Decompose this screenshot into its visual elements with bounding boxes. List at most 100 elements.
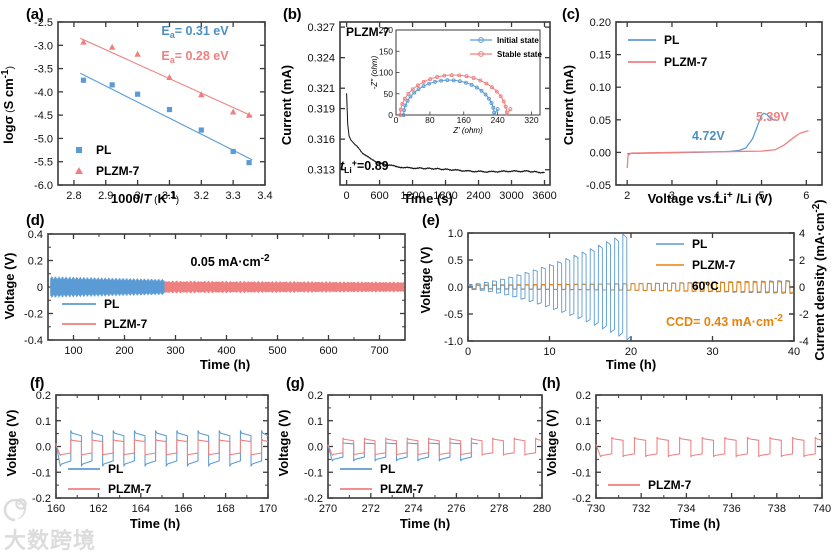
svg-text:1800: 1800 [433, 190, 457, 202]
svg-text:PL: PL [96, 143, 111, 157]
panel-d: (d) 100 200 300 400 500 600 700 -0.4 -0.2 0 0.2 0.4… [0, 208, 416, 373]
svg-text:280: 280 [533, 503, 551, 515]
svg-text:0.15: 0.15 [590, 50, 611, 62]
svg-text:278: 278 [490, 503, 508, 515]
svg-text:6: 6 [803, 190, 809, 202]
svg-text:PL: PL [692, 237, 707, 251]
svg-text:730: 730 [587, 503, 605, 515]
svg-text:4: 4 [799, 228, 805, 240]
svg-text:0.5: 0.5 [448, 255, 463, 267]
svg-text:738: 738 [768, 503, 786, 515]
panel-f-ylabel: Voltage (V) [4, 410, 19, 477]
svg-text:10: 10 [543, 346, 555, 358]
svg-text:PL: PL [664, 33, 679, 47]
svg-text:168: 168 [216, 503, 234, 515]
svg-text:0: 0 [388, 110, 393, 120]
svg-text:-3.5: -3.5 [34, 64, 53, 76]
svg-text:-2.5: -2.5 [34, 17, 53, 29]
svg-text:274: 274 [404, 503, 422, 515]
watermark: 大数跨境 [3, 497, 96, 555]
svg-text:-0.2: -0.2 [24, 309, 43, 321]
svg-text:2.8: 2.8 [66, 190, 81, 202]
svg-text:150: 150 [379, 46, 393, 56]
svg-text:0.324: 0.324 [307, 53, 335, 65]
panel-e: (e) 0 10 20 30 40 -1.0 -0.5 0.0 0.5 1.0 -4 -2 0 2 4 PL… [416, 199, 834, 373]
panel-a-ylabel: logσ (S cm-1) [0, 66, 16, 144]
svg-text:2.9: 2.9 [98, 190, 113, 202]
panel-c-label: (c) [562, 6, 580, 23]
panel-c: (c) 2 3 4 5 6 -0.05 0.00 0.05 0.10 0.15 0.20 PL PLZ… [560, 0, 834, 208]
svg-text:-4.5: -4.5 [34, 110, 53, 122]
panel-c-chart: 2 3 4 5 6-0.050.000.050.100.150.20 PLPLZM-7 … [561, 17, 823, 206]
panel-b-annotation: tLi+=0.89 [340, 158, 389, 175]
svg-text:0.2: 0.2 [308, 390, 323, 402]
svg-text:0.1: 0.1 [576, 416, 591, 428]
panel-b: (b) 0 600 1200 1800 2400 3000 3600 0.313 0.316 0.… [278, 0, 560, 208]
svg-text:320: 320 [524, 115, 538, 125]
panel-a-label: (a) [26, 6, 44, 23]
svg-text:0.0: 0.0 [448, 282, 463, 294]
svg-text:PL: PL [108, 462, 123, 476]
svg-text:60°C: 60°C [692, 279, 719, 293]
svg-text:-5.5: -5.5 [34, 157, 53, 169]
svg-text:400: 400 [217, 345, 235, 357]
panel-h-xlabel: Time (h) [670, 516, 720, 531]
svg-text:0.2: 0.2 [36, 390, 51, 402]
panel-b-label: (b) [283, 6, 302, 23]
svg-text:0.1: 0.1 [36, 416, 51, 428]
svg-text:600: 600 [319, 345, 337, 357]
svg-text:240: 240 [491, 115, 505, 125]
svg-text:-0.4: -0.4 [24, 335, 43, 347]
svg-text:PL: PL [380, 462, 395, 476]
panel-f-label: (f) [30, 375, 45, 392]
panel-b-title: PLZM-7 [346, 25, 390, 39]
svg-text:276: 276 [447, 503, 465, 515]
svg-text:1200: 1200 [400, 190, 424, 202]
panel-h: (h) 730 732 734 736 738 740 -0.2 -0.1 0.0 0.1 0.2 P… [540, 373, 834, 533]
svg-text:0.05: 0.05 [590, 115, 611, 127]
svg-text:0: 0 [465, 346, 471, 358]
svg-text:270: 270 [319, 503, 337, 515]
panel-e-chart: 0 10 20 30 40 -1.0 -0.5 0.0 0.5 1.0 -4 -2 0 2 4 PL PLZM… [418, 199, 827, 372]
svg-text:-3.0: -3.0 [34, 40, 53, 52]
svg-text:-4.0: -4.0 [34, 87, 53, 99]
svg-text:Stable state: Stable state [497, 50, 542, 59]
panel-e-annotation: CCD= 0.43 mA·cm-2 [666, 313, 783, 329]
svg-text:PL: PL [104, 297, 119, 311]
svg-text:80: 80 [425, 115, 435, 125]
svg-text:Z' (ohm): Z' (ohm) [452, 126, 483, 135]
svg-text:0.00: 0.00 [590, 147, 611, 159]
svg-text:734: 734 [677, 503, 695, 515]
svg-text:2400: 2400 [466, 190, 490, 202]
svg-text:-Z" (ohm): -Z" (ohm) [370, 55, 379, 89]
svg-text:166: 166 [174, 503, 192, 515]
svg-text:-0.5: -0.5 [444, 309, 463, 321]
svg-text:5: 5 [758, 190, 764, 202]
svg-text:0.0: 0.0 [36, 442, 51, 454]
panel-a-annotation-1: Ea= 0.28 eV [161, 49, 229, 65]
panel-g-ylabel: Voltage (V) [276, 410, 291, 477]
svg-text:0: 0 [799, 282, 805, 294]
svg-text:272: 272 [362, 503, 380, 515]
panel-a-xlabel: 1000/T (K-1) [111, 190, 179, 206]
svg-text:-0.2: -0.2 [32, 493, 51, 505]
panel-g-label: (g) [286, 375, 305, 392]
panel-c-xlabel: Voltage vs.Li+ /Li (V) [648, 190, 773, 206]
svg-text:PLZM-7: PLZM-7 [104, 317, 148, 331]
svg-text:-0.2: -0.2 [304, 493, 323, 505]
svg-text:160: 160 [457, 115, 471, 125]
svg-text:-0.2: -0.2 [572, 493, 591, 505]
svg-text:100: 100 [379, 68, 393, 78]
svg-text:PLZM-7: PLZM-7 [664, 55, 708, 69]
svg-text:0: 0 [37, 282, 43, 294]
svg-text:PLZM-7: PLZM-7 [648, 478, 692, 492]
svg-text:0.2: 0.2 [576, 390, 591, 402]
svg-text:0.313: 0.313 [307, 165, 335, 177]
svg-text:PLZM-7: PLZM-7 [692, 258, 736, 272]
panel-b-xlabel: Time (s) [403, 191, 453, 206]
panel-d-annotation: 0.05 mA·cm-2 [190, 253, 270, 269]
svg-text:0.1: 0.1 [308, 416, 323, 428]
svg-text:3.4: 3.4 [257, 190, 272, 202]
svg-text:PLZM-7: PLZM-7 [108, 482, 152, 496]
panel-e-xlabel: Time (h) [606, 357, 656, 372]
